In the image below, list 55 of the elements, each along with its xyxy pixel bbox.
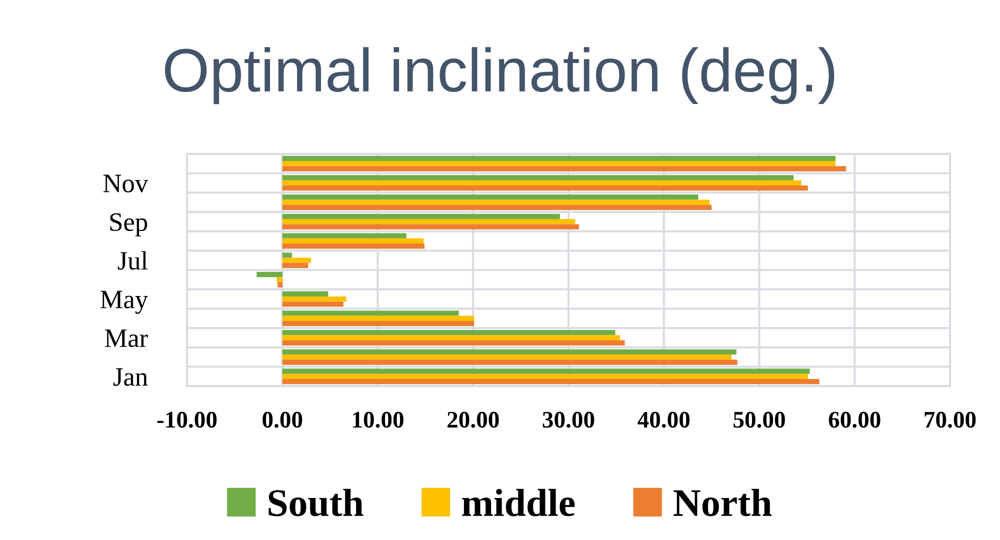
legend-label: North — [674, 488, 772, 516]
bar — [282, 238, 424, 244]
bar — [276, 277, 282, 282]
bar — [282, 194, 698, 200]
bar — [282, 349, 736, 354]
x-tick-label: 0.00 — [262, 412, 302, 428]
bar — [282, 160, 836, 166]
x-tick-label: 60.00 — [828, 412, 880, 428]
bar — [282, 224, 579, 230]
bar — [282, 330, 616, 336]
bar — [282, 175, 794, 180]
bar — [282, 258, 311, 263]
bar — [256, 272, 282, 278]
bar — [282, 186, 808, 191]
bar — [282, 368, 810, 374]
y-tick-label: Jul — [118, 251, 148, 270]
bar — [282, 310, 459, 316]
bar — [282, 374, 808, 380]
bar — [282, 291, 328, 296]
bar — [282, 320, 474, 326]
x-tick-label: 50.00 — [734, 412, 785, 428]
bar — [282, 316, 474, 321]
x-tick-label: 10.00 — [353, 412, 404, 428]
bar — [278, 282, 282, 288]
y-tick-label: May — [100, 290, 148, 314]
x-tick-label: 70.00 — [924, 412, 976, 428]
bar — [282, 262, 308, 268]
bar — [282, 244, 424, 249]
x-tick-label: -10.00 — [157, 412, 217, 428]
bar — [282, 335, 620, 340]
bar — [282, 354, 732, 360]
x-tick-label: 20.00 — [448, 412, 499, 428]
y-tick-label: Sep — [110, 213, 148, 236]
bar — [282, 180, 802, 186]
y-tick-label: Nov — [103, 174, 148, 192]
legend-label: South — [268, 488, 364, 516]
bar — [282, 360, 738, 365]
bar — [282, 379, 820, 384]
bar — [282, 200, 710, 205]
y-tick-label: Mar — [104, 330, 148, 348]
x-tick-label: 40.00 — [638, 412, 690, 428]
chart-title: Optimal inclination (deg.) — [164, 47, 834, 104]
bar — [282, 219, 576, 224]
legend-label: middle — [462, 488, 575, 516]
bar — [282, 214, 560, 220]
bar — [282, 204, 712, 210]
y-tick-label: Jan — [113, 368, 148, 386]
x-tick-label: 30.00 — [542, 412, 594, 428]
bar — [282, 340, 625, 346]
bar — [282, 233, 406, 238]
bar — [282, 156, 836, 161]
bar — [282, 166, 846, 172]
bar — [282, 296, 346, 302]
bar — [282, 252, 292, 258]
bar — [282, 302, 344, 307]
